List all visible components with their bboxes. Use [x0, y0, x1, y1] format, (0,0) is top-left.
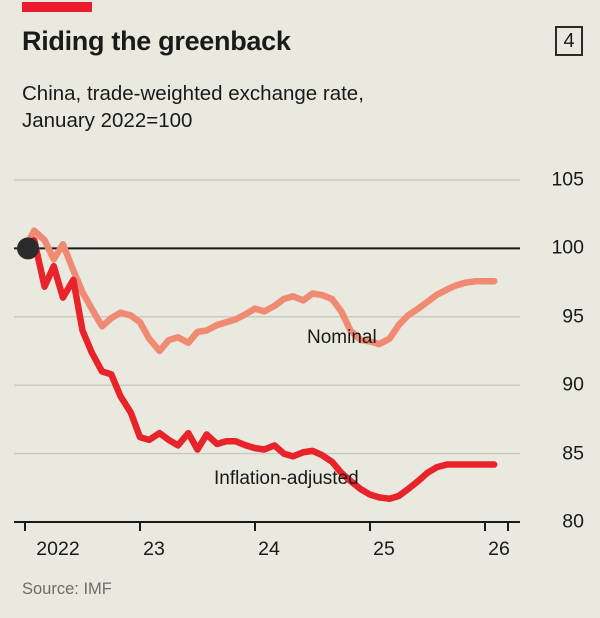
series-label-inflation-adjusted: Inflation-adjusted [214, 468, 359, 489]
y-axis-tick-label: 100 [551, 236, 584, 259]
x-axis-tick-label: 24 [258, 538, 280, 560]
series-line-inflation-adjusted [21, 236, 498, 502]
y-axis-tick-label: 90 [562, 373, 584, 396]
brand-rule [22, 2, 92, 12]
x-axis-tick-label: 26 [488, 538, 510, 560]
figure-number-badge: 4 [555, 26, 583, 56]
y-axis-tick-label: 85 [562, 442, 584, 465]
page-title: Riding the greenback [22, 26, 291, 56]
y-axis-tick-label: 80 [562, 510, 584, 533]
series-line-nominal [21, 227, 498, 355]
chart-subtitle: China, trade-weighted exchange rate, Jan… [22, 80, 522, 134]
subtitle-line-2: January 2022=100 [22, 109, 193, 132]
y-axis-tick-label: 95 [562, 305, 584, 328]
start-marker-dot [17, 237, 39, 260]
x-axis-tick-label: 2022 [36, 538, 80, 560]
x-axis-tick-label: 25 [373, 538, 395, 560]
source-note: Source: IMF [22, 580, 112, 598]
y-axis-tick-label: 105 [551, 168, 584, 191]
subtitle-line-1: China, trade-weighted exchange rate, [22, 82, 364, 105]
x-axis-tick-label: 23 [143, 538, 165, 560]
series-label-nominal: Nominal [307, 327, 377, 348]
